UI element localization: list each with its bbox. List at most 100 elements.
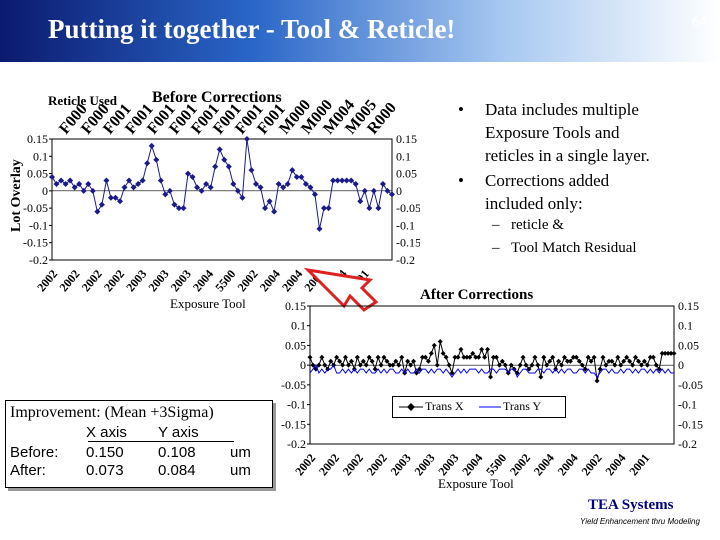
chart2-xtick: 2002: [316, 451, 342, 478]
chart1-data-point: [289, 167, 296, 174]
chart1-data-point: [189, 174, 196, 181]
chart1-data-point: [343, 177, 350, 184]
chart2-ytick-left: 0: [300, 358, 306, 372]
before-corrections-chart: Lot Overlay Reticle Used Before Correcti…: [9, 89, 420, 311]
chart1-data-point: [135, 180, 142, 187]
chart1-data-point: [275, 180, 282, 187]
chart2-data-point: [319, 354, 325, 360]
chart2-data-point: [644, 362, 650, 368]
col-x-header: X axis: [86, 424, 127, 441]
bullet-1-line-1: Data includes multiple: [485, 100, 639, 119]
chart2-ytick-right: -0.15: [678, 417, 703, 431]
chart2-data-point: [588, 358, 594, 364]
chart2-data-point: [668, 350, 674, 356]
chart2-data-point: [464, 354, 470, 360]
chart2-data-point: [449, 370, 455, 376]
chart1-reticle-label: Reticle Used: [48, 93, 118, 108]
chart1-data-point: [130, 184, 137, 191]
chart1-ytick-left: 0.05: [27, 167, 48, 181]
chart2-data-point: [414, 370, 420, 376]
chart1-data-point: [175, 205, 182, 212]
chart1-data-point: [112, 194, 119, 201]
chart1-title: Before Corrections: [152, 89, 282, 106]
company-name: TEA Systems: [588, 497, 674, 513]
chart2-ytick-right: -0.2: [678, 437, 697, 451]
chart2-data-point: [612, 362, 618, 368]
chart2-data-point: [603, 362, 609, 368]
chart2-data-point: [523, 362, 529, 368]
chart2-data-point: [502, 362, 508, 368]
chart2-data-point: [576, 358, 582, 364]
chart1-ytick-right: 0: [396, 184, 402, 198]
chart1-data-point: [207, 184, 214, 191]
chart1-data-point: [212, 163, 219, 170]
chart1-series-line-0: [51, 138, 393, 230]
chart2-xtick: 2004: [555, 451, 581, 478]
chart1-data-point: [221, 156, 228, 163]
chart2-xtick: 2003: [388, 451, 414, 478]
chart1-data-point: [379, 180, 386, 187]
chart2-data-point: [340, 362, 346, 368]
chart2-data-point: [434, 362, 440, 368]
chart1-data-point: [257, 184, 264, 191]
chart2-data-point: [357, 362, 363, 368]
chart1-data-point: [153, 156, 160, 163]
chart1-data-point: [243, 136, 250, 142]
chart2-ytick-left: 0.15: [285, 299, 306, 313]
chart1-data-point: [171, 201, 178, 208]
chart1-data-point: [325, 205, 332, 212]
legend-trans-y: Trans Y: [503, 399, 542, 413]
chart2-data-point: [547, 358, 553, 364]
chart2-xlabel: Exposure Tool: [438, 476, 514, 491]
chart1-data-point: [311, 191, 318, 198]
chart1-data-point: [271, 208, 278, 215]
chart2-data-point: [621, 358, 627, 364]
chart2-data-point: [431, 342, 437, 348]
chart2-data-point: [529, 362, 535, 368]
chart2-data-point: [458, 346, 464, 352]
page-number: 64: [692, 14, 707, 29]
chart2-data-point: [485, 346, 491, 352]
chart1-data-point: [370, 187, 377, 194]
bullet-1-line-2: Exposure Tools and: [485, 123, 620, 142]
chart2-data-point: [334, 354, 340, 360]
chart1-xtick: 5500: [212, 267, 238, 294]
chart2-data-point: [416, 366, 422, 372]
chart1-xtick: 2002: [101, 267, 127, 294]
chart1-ytick-right: -0.2: [396, 253, 415, 267]
chart2-data-point: [419, 354, 425, 360]
chart1-data-point: [266, 198, 273, 205]
chart1-data-point: [85, 180, 92, 187]
chart1-data-point: [389, 191, 395, 198]
chart1-xtick: 2002: [56, 267, 82, 294]
chart1-data-point: [71, 184, 78, 191]
chart2-data-point: [556, 358, 562, 364]
chart1-data-point: [53, 180, 60, 187]
chart2-data-point: [408, 362, 414, 368]
chart1-data-point: [316, 225, 323, 232]
chart1-xtick: 2004: [190, 267, 216, 294]
chart2-data-point: [671, 350, 677, 356]
chart1-ytick-right: 0.15: [396, 132, 417, 146]
chart1-data-point: [284, 180, 291, 187]
chart2-data-point: [624, 354, 630, 360]
chart1-data-point: [89, 187, 96, 194]
chart1-data-point: [216, 146, 223, 153]
chart1-data-point: [280, 184, 287, 191]
chart2-data-point: [440, 350, 446, 356]
chart1-data-point: [144, 160, 151, 167]
chart1-data-point: [321, 205, 327, 212]
chart2-data-point: [650, 354, 656, 360]
chart2-data-point: [452, 354, 458, 360]
chart2-data-point: [490, 354, 496, 360]
chart1-plot-frame: [51, 138, 393, 261]
chart1-data-point: [357, 198, 364, 205]
chart2-data-point: [479, 346, 485, 352]
chart1-ytick-left: 0.15: [27, 132, 48, 146]
chart2-title: After Corrections: [420, 287, 533, 303]
chart2-data-point: [378, 362, 384, 368]
chart2-xtick: 2004: [459, 451, 485, 478]
chart2-data-point: [473, 354, 479, 360]
chart1-xtick: 2003: [168, 267, 194, 294]
chart2-data-point: [609, 358, 615, 364]
